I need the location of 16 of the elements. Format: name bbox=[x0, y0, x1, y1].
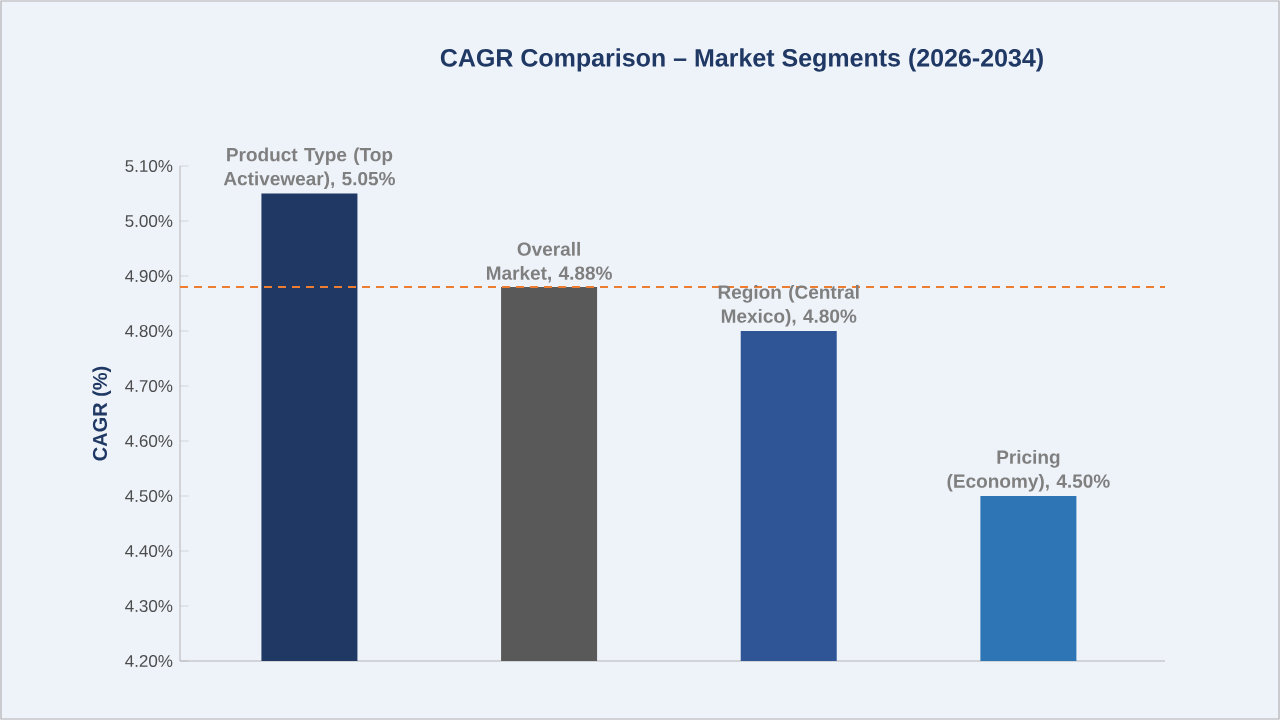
y-tick-label: 4.60% bbox=[125, 435, 173, 448]
y-tick-label: 4.40% bbox=[125, 545, 173, 558]
y-tick-label: 4.30% bbox=[125, 600, 173, 613]
y-tick-label: 4.50% bbox=[125, 490, 173, 503]
y-tick-label: 4.80% bbox=[125, 325, 173, 338]
y-tick-label: 5.00% bbox=[125, 215, 173, 228]
data-label: Product Type (Top Activewear), 5.05% bbox=[223, 147, 395, 190]
y-axis-title: CAGR (%) bbox=[92, 366, 111, 461]
y-tick-label: 4.70% bbox=[125, 380, 173, 393]
y-tick-label: 4.90% bbox=[125, 270, 173, 283]
data-label: Region (Central Mexico), 4.80% bbox=[718, 284, 859, 327]
y-tick-label: 4.20% bbox=[125, 655, 173, 668]
y-tick-label: 5.10% bbox=[125, 160, 173, 173]
chart-title: CAGR Comparison – Market Segments (2026-2034) bbox=[440, 48, 1043, 72]
data-label: Overall Market, 4.88% bbox=[487, 241, 612, 283]
data-label: Pricing (Economy), 4.50% bbox=[947, 449, 1110, 492]
